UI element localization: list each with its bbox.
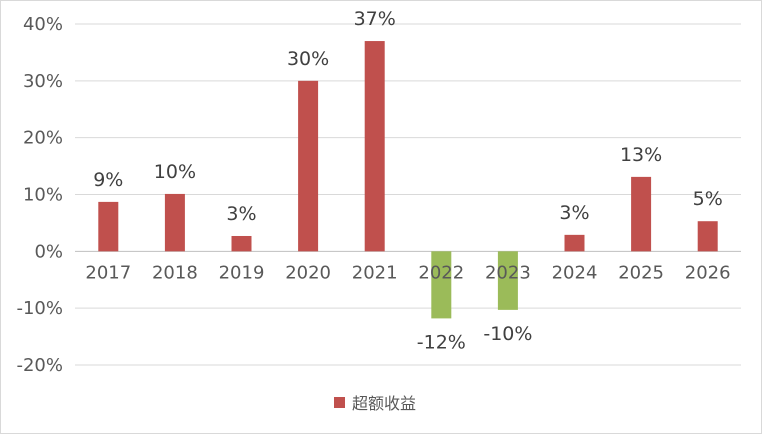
data-label: -10%	[483, 323, 532, 345]
x-axis-ticks: 2017 2018 2019 2020 2021 2022 2023 2024 2025 2026	[85, 262, 730, 283]
bar-2023	[497, 251, 518, 310]
y-tick-label: 20%	[23, 128, 63, 149]
x-tick-label: 2021	[352, 262, 398, 283]
bars	[98, 41, 718, 319]
bar-2021	[364, 41, 385, 252]
bar-2025	[631, 176, 652, 252]
x-tick-label: 2020	[285, 262, 331, 283]
y-tick-label: 30%	[23, 71, 63, 92]
y-tick-label: -10%	[16, 298, 63, 319]
y-axis-ticks: 40% 30% 20% 10% 0% -10% -20%	[16, 14, 63, 376]
data-label: 5%	[693, 188, 723, 210]
bar-2019	[231, 235, 252, 252]
x-tick-label: 2022	[418, 262, 464, 283]
y-tick-label: -20%	[16, 355, 63, 376]
data-label: -12%	[417, 331, 466, 353]
x-tick-label: 2018	[152, 262, 198, 283]
legend-swatch	[334, 397, 345, 408]
data-label: 37%	[354, 8, 396, 30]
data-label: 3%	[559, 202, 589, 224]
data-label: 13%	[620, 144, 662, 166]
bar-2018	[164, 193, 185, 252]
bar-2026	[697, 221, 718, 252]
bar-2017	[98, 201, 119, 252]
data-label: 3%	[226, 203, 256, 225]
data-labels: 9% 10% 3% 30% 37% -12% -10% 3% 13% 5%	[93, 8, 723, 353]
x-tick-label: 2019	[219, 262, 265, 283]
data-label: 9%	[93, 169, 123, 191]
gridlines	[75, 23, 741, 366]
bar-2020	[298, 80, 319, 252]
y-tick-label: 40%	[23, 14, 63, 35]
x-tick-label: 2025	[618, 262, 664, 283]
x-tick-label: 2024	[552, 262, 598, 283]
x-tick-label: 2026	[685, 262, 731, 283]
data-label: 10%	[154, 161, 196, 183]
x-tick-label: 2023	[485, 262, 531, 283]
data-label: 30%	[287, 48, 329, 70]
bar-2024	[564, 234, 585, 252]
x-tick-label: 2017	[85, 262, 131, 283]
y-tick-label: 0%	[34, 241, 63, 262]
bar-2022	[431, 251, 452, 319]
legend-label: 超额收益	[352, 394, 416, 413]
y-tick-label: 10%	[23, 185, 63, 206]
legend: 超额收益	[334, 394, 416, 413]
